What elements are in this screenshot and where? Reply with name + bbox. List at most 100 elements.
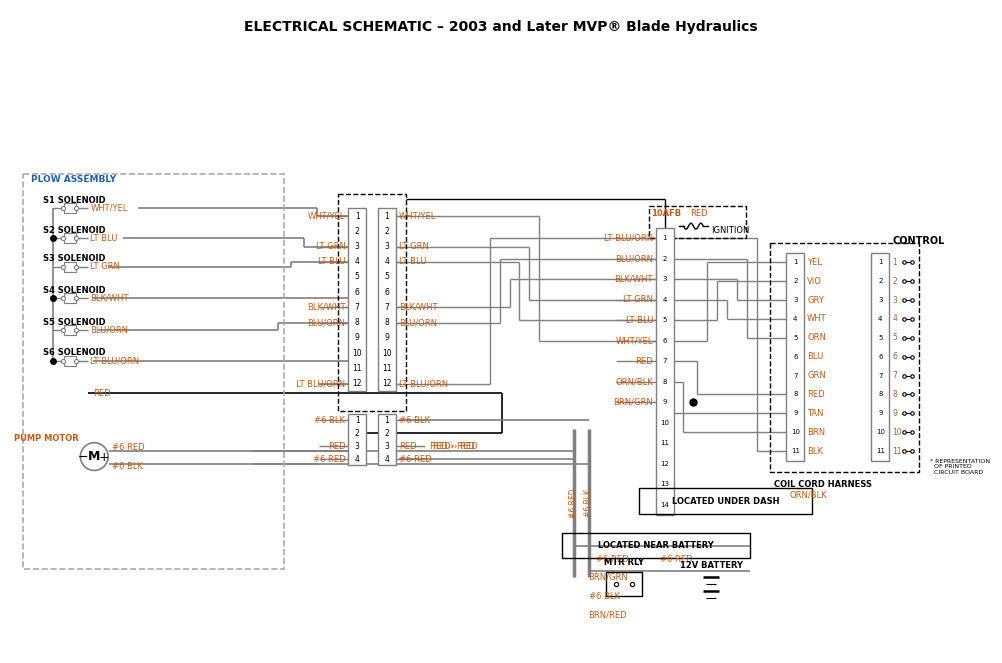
Text: 4: 4 — [385, 455, 390, 463]
Text: GRN: GRN — [808, 371, 826, 380]
Text: LOCATED UNDER DASH: LOCATED UNDER DASH — [671, 497, 780, 506]
Text: 6: 6 — [793, 354, 798, 360]
Text: 11: 11 — [353, 364, 362, 373]
Text: 7: 7 — [662, 358, 667, 364]
Text: 9: 9 — [355, 333, 360, 343]
Text: RED›› RED: RED›› RED — [434, 442, 478, 451]
Text: GRY: GRY — [808, 296, 824, 304]
Text: RED›› RED: RED›› RED — [431, 442, 475, 451]
Text: 14: 14 — [660, 502, 669, 508]
Text: 10: 10 — [791, 429, 800, 435]
Text: BLK/WHT: BLK/WHT — [614, 275, 653, 284]
Text: 1: 1 — [892, 258, 897, 267]
Text: 8: 8 — [793, 391, 798, 397]
Text: BLK: BLK — [808, 447, 823, 455]
Text: 5: 5 — [662, 318, 667, 324]
Bar — [606, 572, 642, 596]
Text: S5 SOLENOID: S5 SOLENOID — [43, 318, 105, 327]
Text: 12V BATTERY: 12V BATTERY — [679, 561, 742, 570]
Text: 12: 12 — [382, 379, 392, 389]
Text: #6 RED: #6 RED — [595, 555, 628, 564]
Bar — [787, 253, 805, 461]
Text: LT GRN: LT GRN — [623, 295, 653, 304]
Text: 4: 4 — [793, 316, 798, 322]
Text: 1: 1 — [878, 259, 883, 265]
Bar — [656, 228, 673, 515]
Text: 7: 7 — [878, 373, 883, 379]
Text: 11: 11 — [382, 364, 392, 373]
Text: LOCATED NEAR BATTERY: LOCATED NEAR BATTERY — [598, 541, 713, 550]
Bar — [378, 414, 396, 465]
Text: 9: 9 — [385, 333, 390, 343]
Text: 8: 8 — [662, 379, 667, 385]
Text: LT GRN: LT GRN — [90, 263, 120, 271]
Text: 2: 2 — [385, 227, 390, 236]
Text: LT BLU/ORN: LT BLU/ORN — [604, 234, 653, 243]
Text: LT GRN: LT GRN — [399, 242, 429, 251]
Text: 12: 12 — [660, 461, 669, 467]
Text: #6 RED: #6 RED — [569, 488, 578, 518]
Text: 3: 3 — [355, 242, 360, 251]
Text: S2 SOLENOID: S2 SOLENOID — [43, 225, 105, 235]
Text: WHT: WHT — [808, 314, 827, 324]
Bar — [63, 294, 76, 303]
Text: RED: RED — [635, 357, 653, 366]
Text: 9: 9 — [878, 410, 883, 416]
Bar — [23, 174, 285, 570]
Text: 4: 4 — [892, 314, 897, 324]
Text: VIO: VIO — [808, 276, 822, 286]
Text: 6: 6 — [355, 288, 360, 297]
Text: 1: 1 — [385, 211, 390, 221]
Text: WHT/YEL: WHT/YEL — [615, 336, 653, 345]
Bar — [63, 262, 76, 272]
Text: 4: 4 — [385, 257, 390, 267]
Text: BRN/GRN: BRN/GRN — [588, 573, 628, 581]
Text: S1 SOLENOID: S1 SOLENOID — [43, 196, 105, 205]
Text: 2: 2 — [355, 227, 360, 236]
Text: 8: 8 — [355, 318, 360, 328]
Text: S6 SOLENOID: S6 SOLENOID — [43, 348, 105, 357]
Text: BLK/WHT: BLK/WHT — [307, 303, 346, 312]
Text: 10: 10 — [353, 349, 362, 358]
Text: 5: 5 — [385, 272, 390, 282]
Text: BLU/ORN: BLU/ORN — [615, 255, 653, 263]
Text: 3: 3 — [385, 242, 390, 251]
Text: 6: 6 — [892, 352, 897, 361]
Text: 5: 5 — [793, 335, 798, 341]
Text: 1: 1 — [355, 416, 360, 425]
Text: 6: 6 — [385, 288, 390, 297]
Text: 3: 3 — [793, 297, 798, 303]
Text: LT BLU: LT BLU — [399, 257, 426, 267]
Text: COIL CORD HARNESS: COIL CORD HARNESS — [775, 480, 873, 489]
Text: MTR RLY: MTR RLY — [604, 558, 644, 567]
Text: BRN/GRN: BRN/GRN — [613, 398, 653, 407]
Text: 3: 3 — [662, 276, 667, 282]
Text: 1: 1 — [385, 416, 390, 425]
Text: 1: 1 — [662, 235, 667, 241]
Text: 2: 2 — [355, 429, 360, 438]
Text: WHT/YEL: WHT/YEL — [308, 211, 346, 221]
Text: 5: 5 — [878, 335, 883, 341]
Text: BRN: BRN — [808, 428, 826, 437]
Circle shape — [80, 443, 108, 471]
Bar — [63, 325, 76, 335]
Text: #6 RED: #6 RED — [112, 443, 144, 452]
Bar — [378, 208, 396, 391]
Text: #6 BLK: #6 BLK — [112, 462, 143, 471]
Text: ORN/BLK: ORN/BLK — [615, 377, 653, 387]
Text: RED: RED — [399, 442, 417, 451]
Text: #6 BLK: #6 BLK — [399, 416, 430, 425]
Text: #6 BLK: #6 BLK — [588, 593, 619, 601]
Text: 3: 3 — [892, 296, 897, 304]
Text: 8: 8 — [878, 391, 883, 397]
Text: #6 BLK: #6 BLK — [315, 416, 346, 425]
Text: 2: 2 — [878, 278, 883, 284]
Text: 11: 11 — [791, 448, 800, 454]
Text: 10: 10 — [660, 420, 669, 426]
Text: 12: 12 — [353, 379, 362, 389]
Text: 4: 4 — [662, 297, 667, 303]
Text: ORN/BLK: ORN/BLK — [790, 491, 827, 500]
Text: BLU/ORN: BLU/ORN — [399, 318, 437, 328]
Text: PLOW ASSEMBLY: PLOW ASSEMBLY — [31, 175, 116, 184]
Text: 8: 8 — [385, 318, 390, 328]
